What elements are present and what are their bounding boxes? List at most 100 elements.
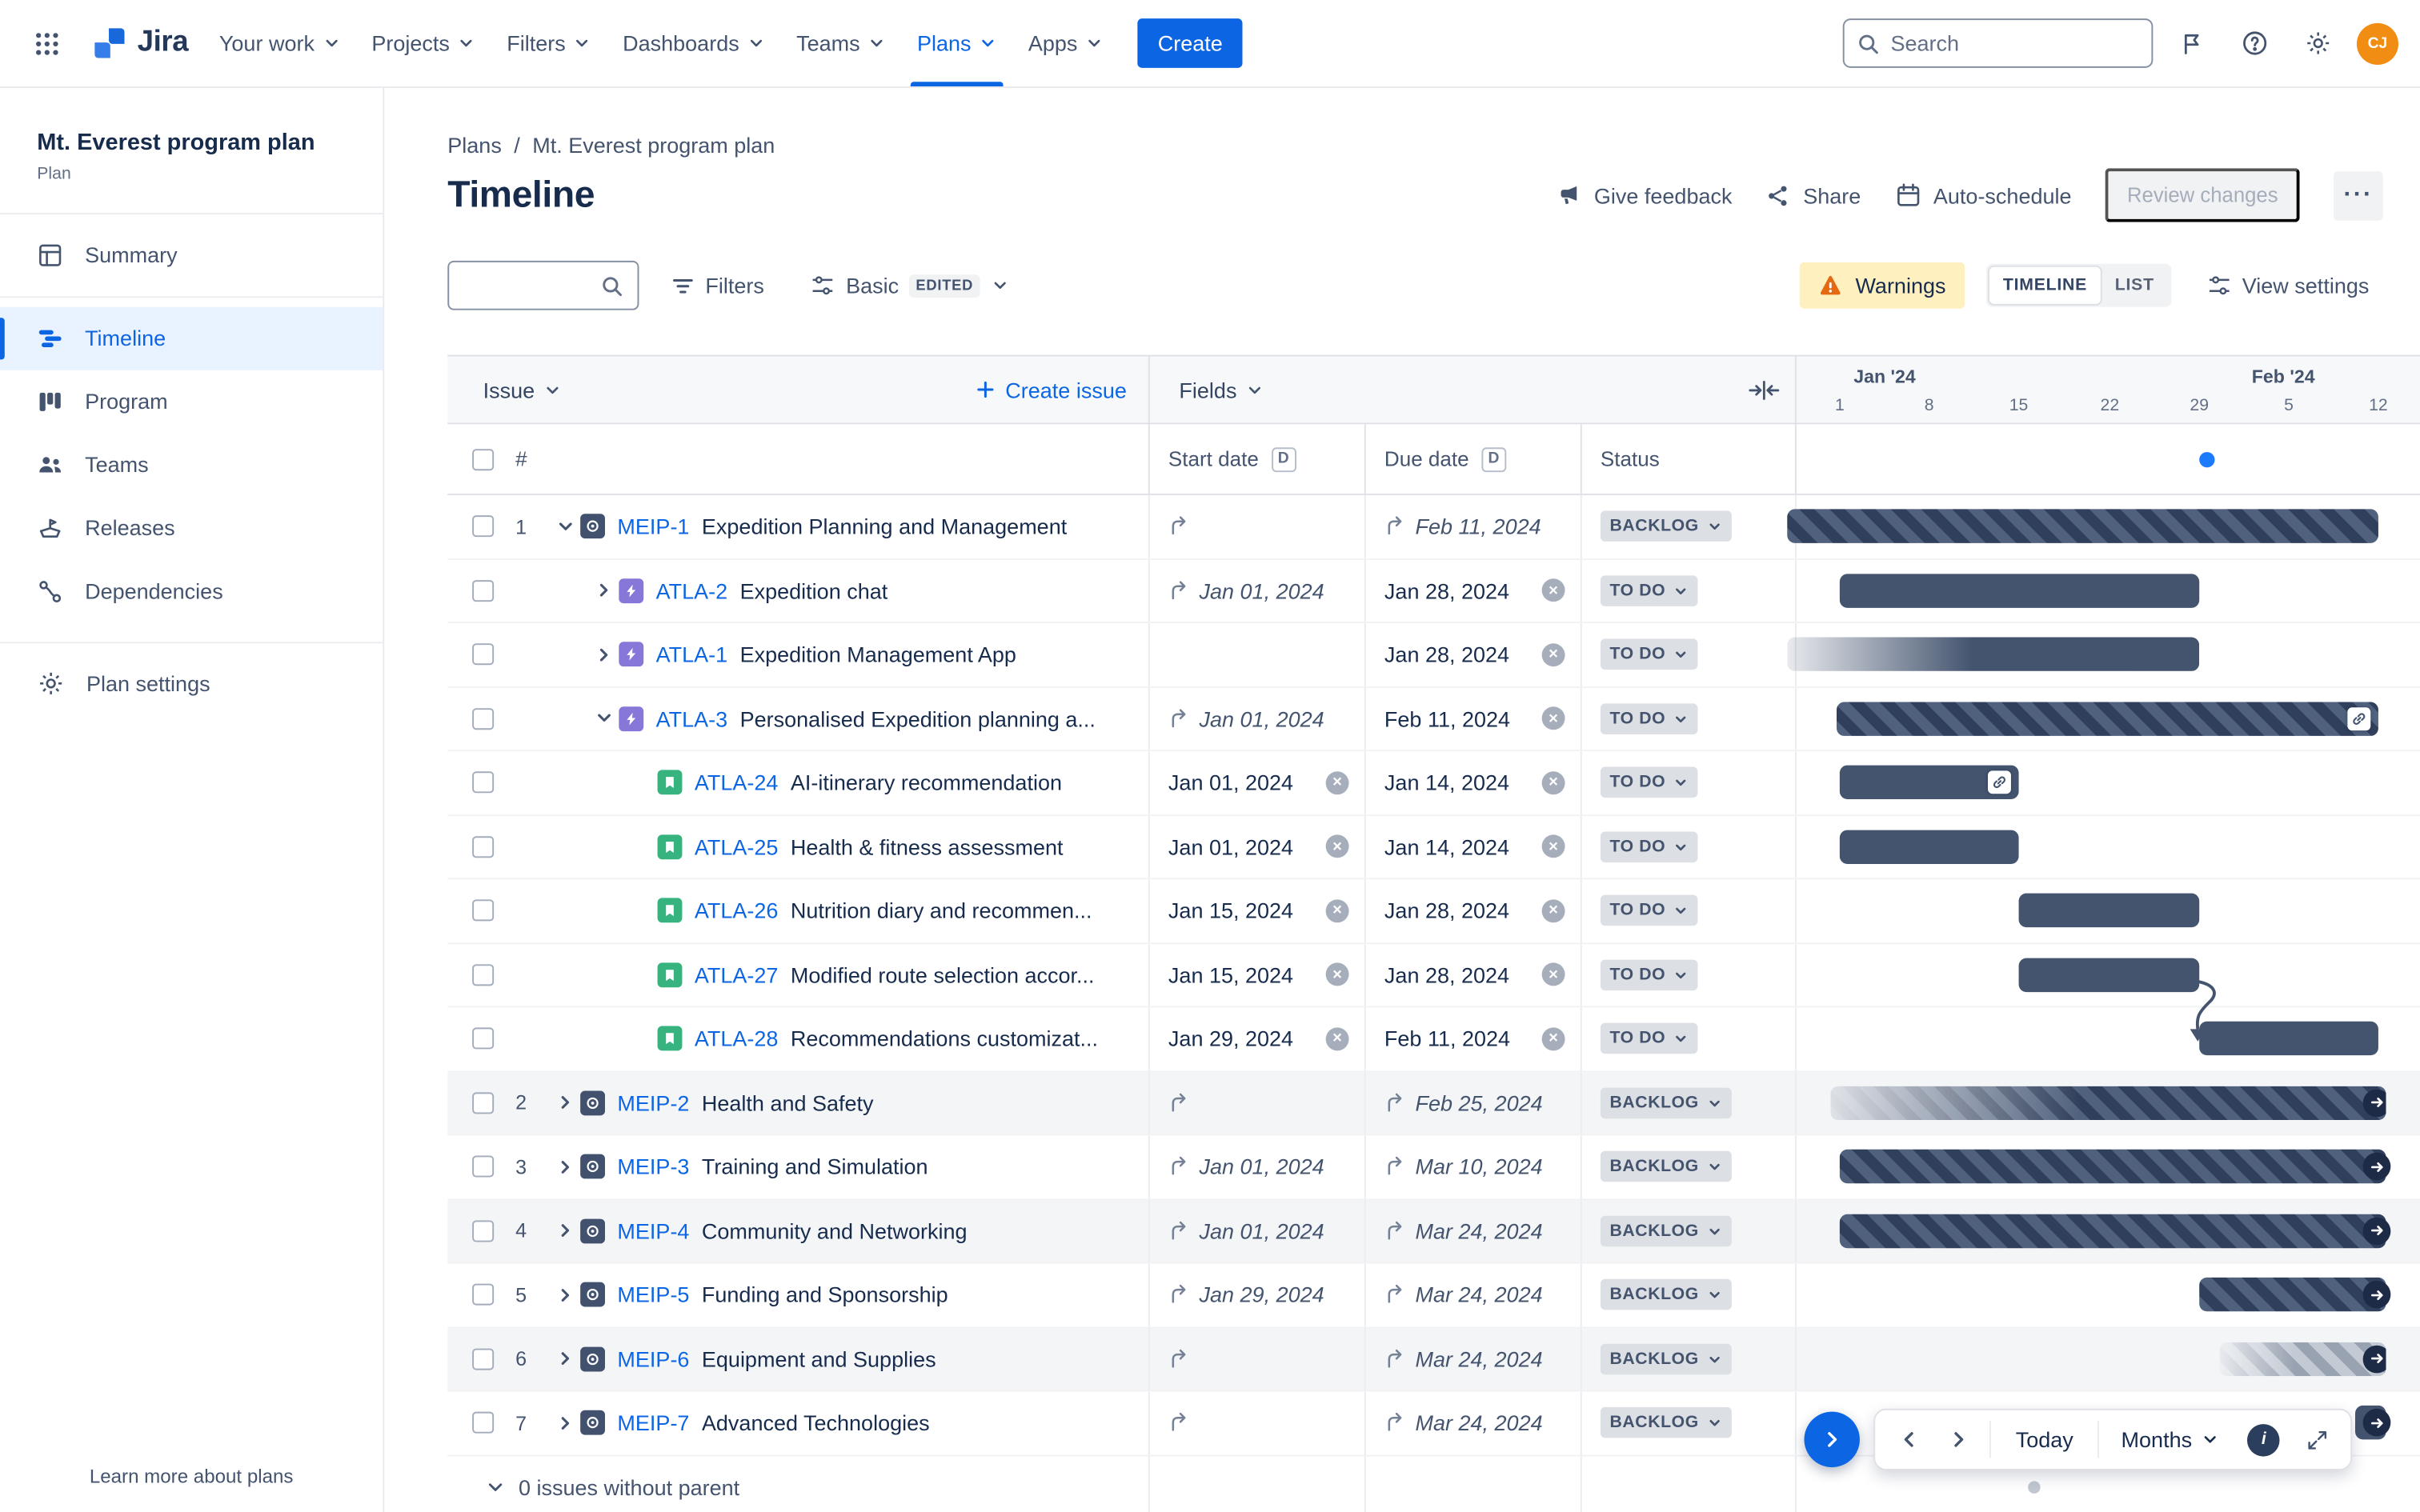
- clear-date-button[interactable]: ×: [1541, 770, 1565, 794]
- help-button[interactable]: [2230, 18, 2280, 68]
- start-date-cell[interactable]: [1148, 1391, 1364, 1454]
- due-date-cell[interactable]: Mar 24, 2024: [1364, 1391, 1581, 1454]
- start-date-cell[interactable]: [1148, 1071, 1364, 1134]
- row-checkbox[interactable]: [472, 1091, 495, 1114]
- start-date-cell[interactable]: Jan 01, 2024: [1148, 1199, 1364, 1262]
- issue-key-link[interactable]: ATLA-24: [694, 770, 779, 795]
- nav-item-dashboards[interactable]: Dashboards: [607, 0, 781, 86]
- row-checkbox[interactable]: [472, 579, 495, 602]
- gantt-bar[interactable]: [1839, 573, 2200, 608]
- start-date-cell[interactable]: Jan 15, 2024 ×: [1148, 943, 1364, 1006]
- due-date-cell[interactable]: Feb 25, 2024: [1364, 1071, 1581, 1134]
- row-checkbox[interactable]: [472, 899, 495, 922]
- gantt-bar[interactable]: [2199, 1022, 2378, 1056]
- zoom-level-dropdown[interactable]: Months: [2105, 1427, 2235, 1452]
- due-date-cell[interactable]: Mar 24, 2024: [1364, 1263, 1581, 1326]
- date-value[interactable]: Mar 24, 2024: [1415, 1218, 1543, 1243]
- date-value[interactable]: Mar 24, 2024: [1415, 1346, 1543, 1372]
- fields-column-header[interactable]: Fields: [1179, 377, 1237, 402]
- date-value[interactable]: Feb 11, 2024: [1384, 706, 1511, 731]
- date-value[interactable]: Jan 28, 2024: [1384, 962, 1510, 987]
- start-date-cell[interactable]: Jan 01, 2024 ×: [1148, 751, 1364, 814]
- due-date-cell[interactable]: Feb 11, 2024 ×: [1364, 687, 1581, 750]
- issue-key-link[interactable]: MEIP-3: [617, 1154, 690, 1179]
- gantt-bar[interactable]: [1839, 830, 2019, 864]
- fullscreen-button[interactable]: [2292, 1414, 2342, 1466]
- global-search-input[interactable]: [1890, 30, 2139, 56]
- status-dropdown[interactable]: BACKLOG: [1600, 1279, 1732, 1310]
- auto-schedule-button[interactable]: Auto-schedule: [1895, 182, 2072, 209]
- expand-panel-button[interactable]: [1804, 1411, 1860, 1468]
- clear-date-button[interactable]: ×: [1325, 770, 1349, 794]
- issue-column-header[interactable]: Issue: [483, 377, 535, 402]
- nav-item-apps[interactable]: Apps: [1013, 0, 1120, 86]
- issue-key-link[interactable]: MEIP-2: [617, 1090, 690, 1115]
- date-value[interactable]: Jan 01, 2024: [1199, 578, 1324, 603]
- create-button[interactable]: Create: [1137, 18, 1243, 68]
- scroll-indicator[interactable]: [2028, 1480, 2041, 1493]
- due-date-cell[interactable]: Jan 14, 2024 ×: [1364, 815, 1581, 878]
- due-date-cell[interactable]: Feb 11, 2024: [1364, 495, 1581, 558]
- filter-search-input[interactable]: [463, 273, 591, 298]
- sidebar-item-timeline[interactable]: Timeline: [0, 306, 383, 370]
- date-value[interactable]: Jan 14, 2024: [1384, 770, 1510, 795]
- date-value[interactable]: Mar 24, 2024: [1415, 1410, 1543, 1436]
- clear-date-button[interactable]: ×: [1325, 962, 1349, 986]
- status-dropdown[interactable]: TO DO: [1600, 831, 1698, 862]
- clear-date-button[interactable]: ×: [1541, 834, 1565, 858]
- due-date-cell[interactable]: Mar 10, 2024: [1364, 1135, 1581, 1198]
- date-value[interactable]: Jan 01, 2024: [1199, 706, 1324, 731]
- clear-date-button[interactable]: ×: [1541, 706, 1565, 730]
- expand-chevron[interactable]: [550, 1087, 581, 1118]
- status-dropdown[interactable]: TO DO: [1600, 959, 1698, 990]
- expand-chevron[interactable]: [588, 639, 619, 670]
- row-checkbox[interactable]: [472, 835, 495, 858]
- settings-button[interactable]: [2294, 18, 2343, 68]
- status-dropdown[interactable]: TO DO: [1600, 895, 1698, 926]
- status-dropdown[interactable]: BACKLOG: [1600, 510, 1732, 542]
- due-date-cell[interactable]: Jan 28, 2024 ×: [1364, 943, 1581, 1006]
- share-button[interactable]: Share: [1766, 183, 1861, 207]
- issue-key-link[interactable]: ATLA-2: [655, 578, 728, 603]
- create-issue-button[interactable]: Create issue: [976, 378, 1127, 402]
- due-date-cell[interactable]: Jan 28, 2024 ×: [1364, 623, 1581, 686]
- start-date-cell[interactable]: Jan 29, 2024: [1148, 1263, 1364, 1326]
- date-value[interactable]: Jan 01, 2024: [1168, 770, 1294, 795]
- sidebar-item-dependencies[interactable]: Dependencies: [0, 560, 383, 623]
- start-date-cell[interactable]: Jan 29, 2024 ×: [1148, 1007, 1364, 1070]
- date-value[interactable]: Mar 24, 2024: [1415, 1282, 1543, 1307]
- jira-logo[interactable]: Jira: [80, 26, 200, 60]
- collapse-fields-button[interactable]: [1749, 378, 1780, 400]
- row-checkbox[interactable]: [472, 1348, 495, 1370]
- sidebar-item-releases[interactable]: Releases: [0, 497, 383, 560]
- date-value[interactable]: Jan 14, 2024: [1384, 834, 1510, 859]
- expand-chevron[interactable]: [550, 1151, 581, 1182]
- gantt-bar[interactable]: [1830, 1086, 2391, 1120]
- issue-key-link[interactable]: MEIP-4: [617, 1218, 690, 1243]
- gantt-bar[interactable]: [1839, 1214, 2391, 1248]
- status-dropdown[interactable]: TO DO: [1600, 574, 1698, 606]
- row-checkbox[interactable]: [472, 707, 495, 730]
- row-checkbox[interactable]: [472, 1412, 495, 1434]
- review-changes-button[interactable]: Review changes: [2105, 168, 2300, 222]
- issue-key-link[interactable]: MEIP-6: [617, 1346, 690, 1372]
- select-all-checkbox[interactable]: [472, 448, 495, 470]
- expand-chevron[interactable]: [550, 1407, 581, 1438]
- date-value[interactable]: Jan 01, 2024: [1199, 1218, 1324, 1243]
- row-checkbox[interactable]: [472, 1284, 495, 1306]
- user-avatar[interactable]: CJ: [2356, 22, 2398, 65]
- expand-chevron[interactable]: [550, 1343, 581, 1374]
- start-date-cell[interactable]: [1148, 1327, 1364, 1390]
- expand-chevron[interactable]: [588, 575, 619, 606]
- expand-chevron[interactable]: [550, 511, 581, 542]
- today-button[interactable]: Today: [1997, 1427, 2092, 1452]
- gantt-bar[interactable]: [2018, 958, 2200, 992]
- status-dropdown[interactable]: BACKLOG: [1600, 1087, 1732, 1118]
- status-dropdown[interactable]: BACKLOG: [1600, 1407, 1732, 1438]
- due-date-cell[interactable]: Mar 24, 2024: [1364, 1199, 1581, 1262]
- nav-item-your-work[interactable]: Your work: [204, 0, 356, 86]
- date-value[interactable]: Jan 15, 2024: [1168, 898, 1294, 923]
- clear-date-button[interactable]: ×: [1325, 898, 1349, 922]
- warnings-button[interactable]: Warnings: [1800, 262, 1965, 309]
- notifications-button[interactable]: [2167, 18, 2217, 68]
